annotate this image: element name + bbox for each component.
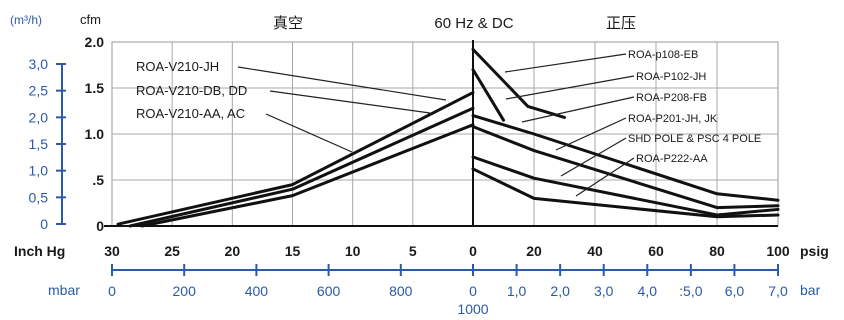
tick-pressure-2: 40 xyxy=(587,243,603,259)
pressure-series-line-5 xyxy=(471,167,780,219)
tick-m3h-2: 1,0 xyxy=(29,163,49,179)
tick-cfm-1: .5 xyxy=(92,172,104,188)
pressure-series-line-4 xyxy=(471,155,780,217)
tick-mbar-3: 600 xyxy=(317,283,341,299)
legend-leader-lines xyxy=(237,53,635,197)
pressure-series-line-3 xyxy=(471,125,780,210)
chart-tick-labels: 0 .5 1.0 1.5 2.0 0 0,5 1,0 1,5 2,0 2,5 3,0 30 25 20 15 1… xyxy=(29,34,790,317)
tick-m3h-3: 1,5 xyxy=(29,136,49,152)
leader-line-6 xyxy=(555,117,627,151)
tick-mbar-2: 400 xyxy=(245,283,269,299)
tick-mbar-1: 200 xyxy=(173,283,197,299)
tick-bar-5: :5,0 xyxy=(679,283,703,299)
tick-bar-2: 2,0 xyxy=(550,283,570,299)
tick-pressure-3: 60 xyxy=(648,243,664,259)
tick-m3h-5: 2,5 xyxy=(29,83,49,99)
tick-cfm-0: 0 xyxy=(96,218,104,234)
tick-bar-0: 0 xyxy=(469,283,477,299)
tick-bar-1: 1,0 xyxy=(507,283,527,299)
tick-vacuum-5: 5 xyxy=(409,243,417,259)
tick-pressure-1: 20 xyxy=(526,243,542,259)
tick-pressure-5: 100 xyxy=(766,243,790,259)
tick-m3h-1: 0,5 xyxy=(29,189,49,205)
label-roa-v210-jh: ROA-V210-JH xyxy=(136,59,219,74)
y-axis-cfm-unit: cfm xyxy=(80,12,101,27)
x-axis-bar-unit: bar xyxy=(800,282,821,298)
leader-line-7 xyxy=(560,137,627,177)
leader-line-0 xyxy=(237,66,447,101)
x-axis-pressure-unit: psig xyxy=(800,243,829,259)
header-pressure-label: 正压 xyxy=(606,15,636,32)
vacuum-series-line-1 xyxy=(128,106,475,228)
tick-m3h-6: 3,0 xyxy=(29,56,49,72)
leader-line-1 xyxy=(269,90,431,114)
pressure-series-line-2 xyxy=(471,114,780,202)
tick-pressure-4: 80 xyxy=(709,243,725,259)
leader-line-2 xyxy=(265,113,353,153)
label-roa-v210-db-dd: ROA-V210-DB, DD xyxy=(136,83,247,98)
label-roa-p222-aa: ROA-P222-AA xyxy=(636,153,708,165)
header-vacuum-label: 真空 xyxy=(273,14,303,32)
tick-mbar-5: 1000 xyxy=(457,301,488,317)
x-axis-vacuum-unit: Inch Hg xyxy=(14,243,65,259)
header-frequency-label: 60 Hz & DC xyxy=(434,15,513,32)
tick-m3h-0: 0 xyxy=(40,216,48,232)
tick-mbar-0: 0 xyxy=(108,283,116,299)
tick-vacuum-6: 0 xyxy=(469,243,477,259)
tick-vacuum-4: 10 xyxy=(345,243,361,259)
y-axis-m3h-unit: (m³/h) xyxy=(10,13,42,27)
tick-cfm-3: 1.5 xyxy=(85,80,105,96)
tick-vacuum-0: 30 xyxy=(104,243,120,259)
label-roa-p201-jh-jk: ROA-P201-JH, JK xyxy=(628,113,718,125)
pressure-series-line-1 xyxy=(471,68,505,122)
label-shd-pole-psc-4-pole: SHD POLE & PSC 4 POLE xyxy=(628,133,761,145)
tick-mbar-4: 800 xyxy=(389,283,413,299)
tick-vacuum-3: 15 xyxy=(285,243,301,259)
tick-bar-4: 4,0 xyxy=(638,283,658,299)
tick-bar-3: 3,0 xyxy=(594,283,614,299)
tick-bar-7: 7,0 xyxy=(768,283,788,299)
chart-series xyxy=(116,47,780,228)
label-roa-p208-fb: ROA-P208-FB xyxy=(636,92,707,104)
tick-bar-6: 6,0 xyxy=(725,283,745,299)
tick-m3h-4: 2,0 xyxy=(29,109,49,125)
leader-line-8 xyxy=(575,157,635,197)
pressure-series-line-0 xyxy=(471,47,566,119)
leader-line-5 xyxy=(521,96,635,123)
label-roa-p102-jh: ROA-P102-JH xyxy=(636,71,706,83)
vacuum-series-line-0 xyxy=(116,91,475,226)
x-axis-mbar-unit: mbar xyxy=(48,282,80,298)
tick-vacuum-1: 25 xyxy=(164,243,180,259)
label-roa-v210-aa-ac: ROA-V210-AA, AC xyxy=(136,106,245,121)
leader-line-4 xyxy=(505,75,635,100)
tick-cfm-4: 2.0 xyxy=(85,34,105,50)
leader-line-3 xyxy=(504,53,627,73)
tick-cfm-2: 1.0 xyxy=(85,126,105,142)
tick-vacuum-2: 20 xyxy=(225,243,241,259)
vacuum-series-line-2 xyxy=(140,123,475,228)
label-roa-p108-eb: ROA-p108-EB xyxy=(628,49,698,61)
